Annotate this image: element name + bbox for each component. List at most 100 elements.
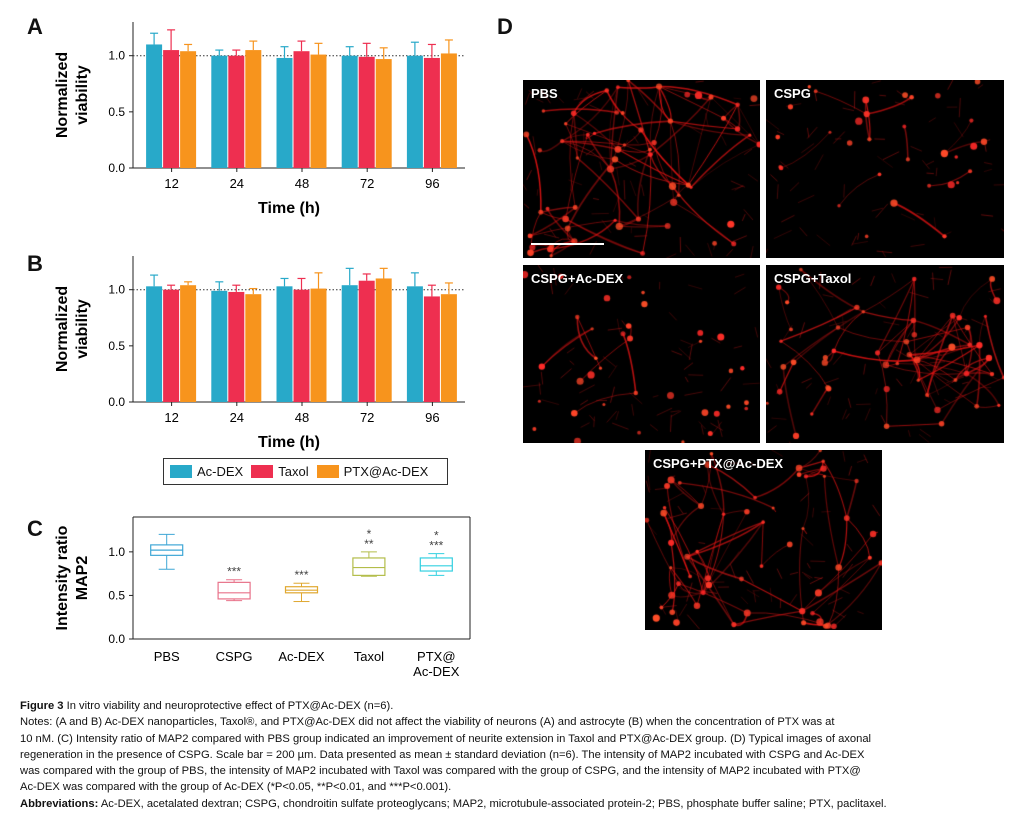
bar xyxy=(211,55,228,168)
box xyxy=(419,557,453,572)
micrograph-cspg-ptx-ac-dex: CSPG+PTX@Ac-DEX xyxy=(645,450,882,630)
caption-notes-line-5: Ac-DEX was compared with the group of Ac… xyxy=(20,781,452,794)
legend-item-ac-dex: Ac-DEX xyxy=(170,464,243,479)
micrograph-cspg-taxol-label: CSPG+Taxol xyxy=(774,271,852,286)
bar xyxy=(358,56,375,168)
panel-letter-d: D xyxy=(497,14,513,39)
x-tick-label: Taxol xyxy=(354,649,384,664)
bar xyxy=(245,50,262,169)
bar xyxy=(276,57,293,168)
y-axis-label-group: Normalized viability xyxy=(54,52,91,138)
significance-mark: *** xyxy=(429,539,443,553)
figure-caption: Figure 3 In vitro viability and neuropro… xyxy=(20,698,1010,812)
bar xyxy=(375,59,392,168)
bar xyxy=(146,286,163,402)
x-tick-label: 72 xyxy=(360,410,374,425)
bar xyxy=(293,289,310,402)
bar xyxy=(245,294,262,402)
x-tick-label: 24 xyxy=(230,410,244,425)
micrograph-pbs-label: PBS xyxy=(531,86,558,101)
bar xyxy=(276,286,293,402)
panel-letter-b: B xyxy=(27,251,43,276)
legend-swatch-ac-dex xyxy=(170,465,192,478)
caption-notes-line-2: 10 nM. (C) Intensity ratio of MAP2 compa… xyxy=(20,732,872,745)
bar xyxy=(423,57,440,168)
significance-mark: * xyxy=(434,529,439,543)
significance-mark: * xyxy=(367,527,372,541)
x-tick-label: 24 xyxy=(230,176,244,191)
chart-a-viability-neurons: 0.0 0.5 1.0 12 24 48 72 96 Time (h) Normalized via… xyxy=(54,22,465,217)
bar xyxy=(146,44,163,168)
micrograph-cspg-ptx-ac-dex-label: CSPG+PTX@Ac-DEX xyxy=(653,456,784,471)
legend-item-taxol: Taxol xyxy=(251,464,309,479)
caption-notes-line-3: regeneration in the presence of CSPG. Sc… xyxy=(20,748,865,761)
x-tick-label: Ac-DEX xyxy=(413,664,460,679)
y-tick-label: 0.0 xyxy=(108,161,125,175)
y-tick-label: 0.5 xyxy=(108,339,125,353)
caption-abbreviations-line: Abbreviations: Ac-DEX, acetalated dextra… xyxy=(20,796,1010,812)
bar xyxy=(375,278,392,402)
chart-legend: Ac-DEX Taxol PTX@Ac-DEX xyxy=(163,458,448,485)
micrograph-cspg-ac-dex-image xyxy=(523,265,760,443)
y-tick-label: 0.0 xyxy=(108,632,125,646)
bar xyxy=(406,286,423,402)
micrograph-cspg-ptx-ac-dex-image xyxy=(645,450,882,630)
y-tick-label: 1.0 xyxy=(108,49,125,63)
bar xyxy=(228,291,245,402)
x-tick-label: 48 xyxy=(295,410,309,425)
legend-label-ptx-ac-dex: PTX@Ac-DEX xyxy=(343,464,429,479)
legend-item-ptx-ac-dex: PTX@Ac-DEX xyxy=(316,464,429,479)
significance-mark: *** xyxy=(294,568,308,582)
micrograph-cspg-taxol-image xyxy=(766,265,1004,443)
x-tick-label: PBS xyxy=(154,649,180,664)
significance-mark: ** xyxy=(364,537,374,551)
bar xyxy=(341,285,358,402)
legend-label-taxol: Taxol xyxy=(278,464,309,479)
y-tick-label: 0.5 xyxy=(108,588,125,602)
micrograph-cspg: CSPG xyxy=(766,80,1004,258)
bar xyxy=(423,296,440,402)
micrograph-cspg-taxol: CSPG+Taxol xyxy=(766,265,1004,443)
y-axis-label-line-1: Normalized xyxy=(54,52,71,138)
bar xyxy=(341,55,358,168)
y-axis-label-line-2: MAP2 xyxy=(74,556,91,601)
caption-abbrev-bold: Abbreviations: xyxy=(20,797,99,810)
bar xyxy=(180,285,197,402)
caption-title-line: Figure 3 In vitro viability and neuropro… xyxy=(20,698,1010,714)
bar xyxy=(310,54,327,168)
micrograph-cspg-label: CSPG xyxy=(774,86,811,101)
y-tick-label: 0.5 xyxy=(108,105,125,119)
bar xyxy=(228,55,245,168)
bar xyxy=(406,55,423,168)
x-tick-label: 48 xyxy=(295,176,309,191)
x-tick-label: 12 xyxy=(164,410,178,425)
x-tick-label: Ac-DEX xyxy=(278,649,325,664)
micrograph-pbs: PBS xyxy=(523,80,760,258)
caption-notes-line-1: Notes: (A and B) Ac-DEX nanoparticles, T… xyxy=(20,716,835,729)
box xyxy=(217,581,251,600)
y-axis-label-group: Intensity ratio MAP2 xyxy=(54,525,91,630)
y-axis-label-line-1: Normalized xyxy=(54,286,71,372)
x-tick-label: 96 xyxy=(425,176,439,191)
y-tick-label: 0.0 xyxy=(108,395,125,409)
bar xyxy=(163,289,180,402)
x-tick-label: CSPG xyxy=(216,649,253,664)
panel-letter-c: C xyxy=(27,516,43,541)
legend-swatch-taxol xyxy=(251,465,274,478)
chart-b-viability-astrocytes: 0.0 0.5 1.0 12 24 48 72 96 Time (h) Normalized via… xyxy=(54,256,465,451)
x-tick-label: 96 xyxy=(425,410,439,425)
bar xyxy=(163,50,180,169)
x-axis-label: Time (h) xyxy=(258,200,320,217)
y-tick-label: 1.0 xyxy=(108,283,125,297)
x-tick-label: PTX@ xyxy=(417,649,455,664)
caption-title-text: In vitro viability and neuroprotective e… xyxy=(63,700,394,712)
x-axis-label: Time (h) xyxy=(258,434,320,451)
bar xyxy=(358,280,375,402)
micrograph-cspg-ac-dex-label: CSPG+Ac-DEX xyxy=(531,271,624,286)
bar xyxy=(293,51,310,169)
bar xyxy=(211,290,228,402)
y-axis-label-line-2: viability xyxy=(74,65,91,125)
legend-label-ac-dex: Ac-DEX xyxy=(197,464,244,479)
micrograph-cspg-ac-dex: CSPG+Ac-DEX xyxy=(523,265,760,443)
bar xyxy=(440,294,457,402)
